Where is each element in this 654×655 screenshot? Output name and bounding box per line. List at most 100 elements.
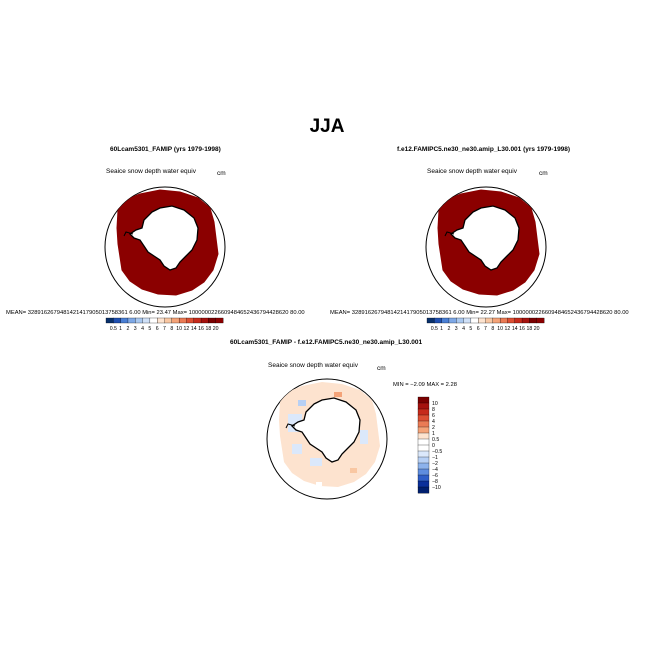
diff-colorbar-swatch	[417, 474, 430, 482]
left-colorbar-tick-label: 5	[148, 326, 151, 332]
left-colorbar-swatch	[142, 317, 151, 324]
left-colorbar-swatch	[135, 317, 143, 324]
right-colorbar-tick-label: 7	[484, 326, 487, 332]
right-panel-title: f.e12.FAMIPC5.ne30_ne30.amip_L30.001 (yr…	[397, 146, 571, 153]
diff-colorbar-tick-label: −10	[432, 485, 441, 491]
left-colorbar-tick-label: 0.5	[110, 326, 117, 332]
right-variable-label: Seaice snow depth water equiv	[427, 168, 517, 175]
diff-colorbar-swatch	[417, 456, 430, 464]
diff-colorbar-tick-label: 2	[432, 425, 435, 431]
left-colorbar-swatch	[215, 317, 224, 324]
left-colorbar-tick-label: 14	[191, 326, 197, 332]
right-colorbar-swatch	[485, 317, 494, 324]
left-colorbar-swatch	[178, 317, 187, 324]
left-colorbar-swatch	[127, 317, 136, 324]
diff-colorbar-tick-label: 8	[432, 407, 435, 413]
diff-colorbar-tick-label: 4	[432, 419, 435, 425]
right-colorbar-swatch	[426, 317, 435, 324]
right-colorbar-swatch	[499, 317, 508, 324]
diff-colorbar-tick-label: −0.5	[432, 449, 442, 455]
left-colorbar-swatch	[157, 317, 165, 324]
left-colorbar-tick-label: 20	[213, 326, 219, 332]
diff-colorbar-tick-label: −2	[432, 461, 438, 467]
right-colorbar-swatch	[536, 317, 545, 324]
diff-colorbar-tick-label: 6	[432, 413, 435, 419]
left-colorbar-tick-label: 1	[119, 326, 122, 332]
right-colorbar-tick-label: 0.5	[431, 326, 438, 332]
right-units-label: cm	[539, 170, 548, 177]
diff-colorbar-swatch	[417, 402, 430, 410]
left-colorbar-swatch	[186, 317, 195, 324]
right-colorbar-swatch	[507, 317, 516, 324]
left-variable-label: Seaice snow depth water equiv	[106, 168, 196, 175]
left-colorbar-swatches: 0.5 1 2 3 4 5 6 7 8 10 12 14 16 18 20	[105, 317, 224, 332]
right-colorbar-swatch	[456, 317, 464, 324]
left-colorbar-tick-label: 3	[134, 326, 137, 332]
right-colorbar-tick-label: 16	[519, 326, 525, 332]
diff-colorbar-tick-label: −8	[432, 479, 438, 485]
left-colorbar-swatch	[105, 317, 114, 324]
right-colorbar-swatch	[434, 317, 442, 324]
left-colorbar-tick-label: 4	[141, 326, 144, 332]
left-colorbar-tick-label: 18	[205, 326, 211, 332]
right-colorbar-tick-label: 20	[534, 326, 540, 332]
diff-colorbar-tick-label: −4	[432, 467, 438, 473]
right-colorbar-swatch	[492, 317, 501, 324]
right-colorbar-tick-label: 5	[469, 326, 472, 332]
right-colorbar: 0.5 1 2 3 4 5 6 7 8 10 12 14 16 18 20	[426, 317, 545, 332]
diff-colorbar-tick-label: 0.5	[432, 437, 439, 443]
left-colorbar-swatch	[120, 317, 129, 324]
right-colorbar-tick-label: 12	[505, 326, 511, 332]
right-colorbar-swatch	[514, 317, 523, 324]
left-colorbar-tick-label: 16	[198, 326, 204, 332]
right-colorbar-tick-label: 10	[497, 326, 503, 332]
left-colorbar-tick-label: 8	[170, 326, 173, 332]
right-colorbar-swatch	[441, 317, 450, 324]
diff-colorbar-swatch	[417, 420, 430, 428]
right-stats-text: MEAN= 3289162679481421417905013758361 6.…	[330, 310, 629, 316]
right-colorbar-tick-label: 6	[477, 326, 480, 332]
right-colorbar-swatch	[529, 317, 538, 324]
diff-colorbar-tick-label: −1	[432, 455, 438, 461]
diff-colorbar-tick-label: 0	[432, 443, 435, 449]
diff-polar-map	[266, 378, 388, 500]
diff-colorbar-swatch	[417, 438, 430, 446]
diff-colorbar-swatch	[417, 450, 430, 458]
diff-colorbar-swatch	[417, 408, 430, 416]
left-colorbar-swatch	[113, 317, 121, 324]
right-colorbar-swatch	[521, 317, 530, 324]
diff-colorbar-tick-label: 1	[432, 431, 435, 437]
right-colorbar-tick-label: 1	[440, 326, 443, 332]
diff-colorbar-swatch	[417, 468, 430, 476]
left-colorbar-tick-label: 12	[184, 326, 190, 332]
left-colorbar: 0.5 1 2 3 4 5 6 7 8 10 12 14 16 18 20	[105, 317, 224, 332]
right-colorbar-tick-label: 14	[512, 326, 518, 332]
right-colorbar-tick-label: 8	[491, 326, 494, 332]
right-colorbar-tick-label: 3	[455, 326, 458, 332]
left-colorbar-tick-label: 7	[163, 326, 166, 332]
left-polar-map	[104, 186, 226, 308]
left-panel-title: 60Lcam5301_FAMIP (yrs 1979-1998)	[110, 146, 221, 153]
right-colorbar-swatches: 0.5 1 2 3 4 5 6 7 8 10 12 14 16 18 20	[426, 317, 545, 332]
diff-units-label: cm	[377, 365, 386, 372]
right-colorbar-tick-label: 4	[462, 326, 465, 332]
right-colorbar-swatch	[470, 317, 479, 324]
left-colorbar-swatch	[200, 317, 209, 324]
right-colorbar-tick-label: 2	[447, 326, 450, 332]
main-title: JJA	[309, 116, 345, 137]
diff-colorbar-swatch	[417, 414, 430, 422]
left-colorbar-swatch	[208, 317, 217, 324]
right-colorbar-tick-label: 18	[526, 326, 532, 332]
diff-colorbar-swatch	[417, 426, 430, 434]
left-colorbar-swatch	[193, 317, 202, 324]
left-units-label: cm	[217, 170, 226, 177]
diff-colorbar-swatch	[417, 480, 430, 488]
right-polar-map	[425, 186, 547, 308]
diff-panel-title: 60Lcam5301_FAMIP - f.e12.FAMIPC5.ne30_ne…	[230, 339, 423, 346]
diff-colorbar-tick-label: 10	[432, 401, 438, 407]
diff-variable-label: Seaice snow depth water equiv	[268, 362, 358, 369]
right-colorbar-swatch	[478, 317, 486, 324]
right-colorbar-swatch	[448, 317, 457, 324]
